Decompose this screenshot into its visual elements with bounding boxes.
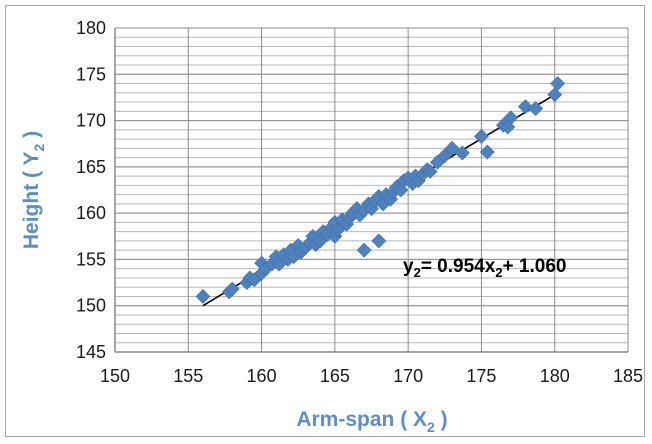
y-tick-label: 180 bbox=[76, 18, 106, 38]
x-tick-label: 165 bbox=[320, 366, 350, 386]
data-points bbox=[195, 76, 566, 304]
y-tick-label: 165 bbox=[76, 157, 106, 177]
y-tick-label: 155 bbox=[76, 249, 106, 269]
x-tick-label: 170 bbox=[393, 366, 423, 386]
y-axis-title: Height ( Y2 ) bbox=[20, 131, 47, 249]
x-tick-label: 160 bbox=[247, 366, 277, 386]
x-axis-title: Arm-span ( X2 ) bbox=[296, 408, 447, 435]
y-tick-label: 150 bbox=[76, 296, 106, 316]
y-tick-labels: 145 150 155 160 165 170 175 180 bbox=[76, 18, 106, 362]
data-point bbox=[356, 242, 372, 258]
grid-lines bbox=[114, 27, 629, 353]
equation-label: y2= 0.954x2+ 1.060 bbox=[403, 256, 566, 280]
axes bbox=[114, 28, 628, 353]
y-tick-label: 160 bbox=[76, 203, 106, 223]
data-point bbox=[547, 87, 563, 103]
x-tick-label: 180 bbox=[540, 366, 570, 386]
x-tick-label: 175 bbox=[466, 366, 496, 386]
y-tick-label: 170 bbox=[76, 111, 106, 131]
y-tick-label: 145 bbox=[76, 342, 106, 362]
data-point bbox=[500, 119, 516, 135]
data-point bbox=[528, 101, 544, 116]
data-point bbox=[479, 144, 495, 160]
data-point bbox=[474, 128, 489, 144]
x-tick-label: 155 bbox=[173, 366, 203, 386]
x-tick-label: 185 bbox=[613, 366, 643, 386]
data-point bbox=[224, 281, 240, 297]
y-tick-label: 175 bbox=[76, 64, 106, 84]
data-point bbox=[422, 164, 438, 179]
chart-frame bbox=[5, 5, 645, 437]
data-point bbox=[517, 99, 533, 115]
x-tick-labels: 150 155 160 165 170 175 180 185 bbox=[100, 366, 643, 386]
data-point bbox=[195, 289, 211, 304]
data-point bbox=[371, 233, 387, 249]
data-point bbox=[550, 76, 566, 91]
data-point bbox=[437, 148, 453, 164]
data-point bbox=[444, 140, 460, 156]
x-tick-label: 150 bbox=[100, 366, 130, 386]
data-point bbox=[454, 145, 470, 161]
